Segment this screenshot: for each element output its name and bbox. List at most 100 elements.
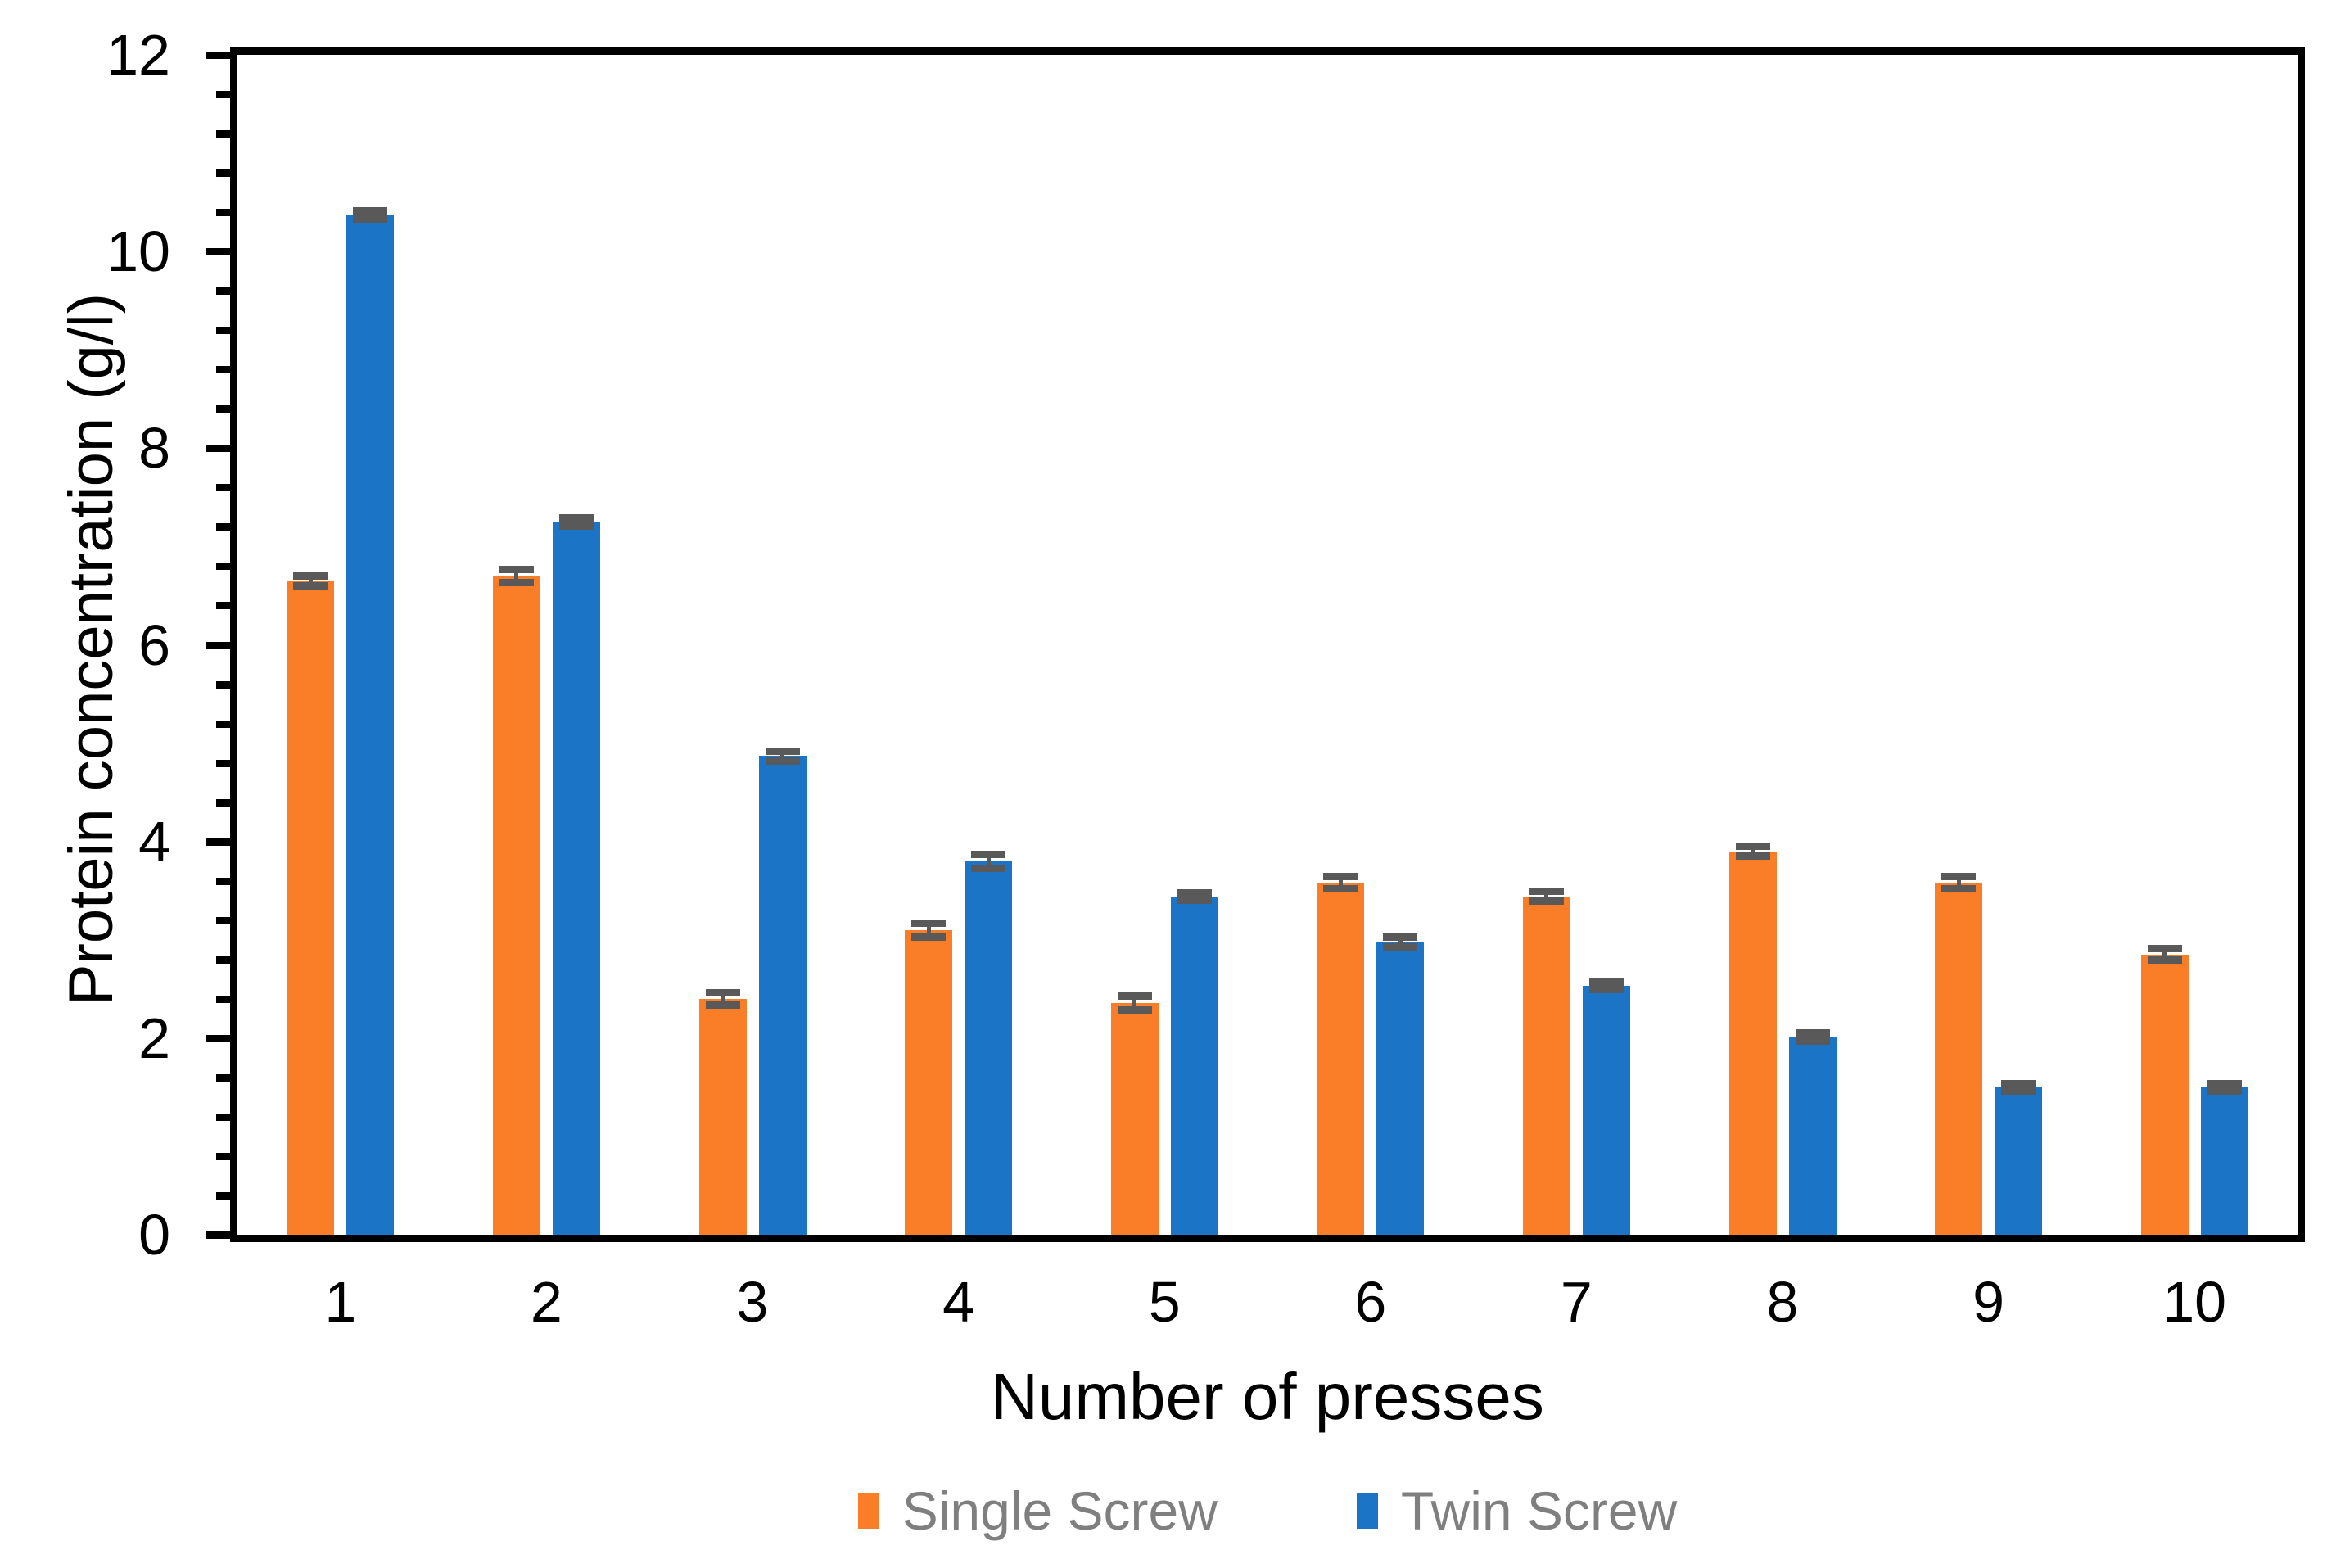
bar-single-screw-press-7	[1522, 896, 1570, 1235]
bar-twin-screw-press-7	[1582, 986, 1630, 1235]
error-bar-whisker	[368, 210, 373, 219]
y-minor-tick	[216, 1191, 230, 1200]
x-tick-label: 1	[324, 1270, 357, 1334]
y-minor-tick	[216, 287, 230, 296]
error-bar-cap	[1529, 888, 1564, 896]
x-tick-label: 4	[942, 1270, 975, 1334]
y-major-tick	[206, 248, 230, 256]
error-bar-whisker	[1192, 892, 1197, 901]
error-bar-whisker	[1338, 876, 1343, 889]
error-bar-cap	[1383, 942, 1418, 951]
plot-area	[230, 47, 2305, 1242]
y-major-tick	[206, 1034, 230, 1042]
y-tick-label: 12	[106, 23, 170, 87]
error-bar-cap	[705, 1001, 740, 1009]
error-bar-cap	[971, 864, 1006, 872]
error-bar-cap	[2001, 1087, 2036, 1096]
error-bar-cap	[2147, 956, 2182, 965]
error-bar-cap	[1735, 852, 1770, 861]
error-bar-cap	[1588, 978, 1624, 986]
bar-single-screw-press-1	[287, 581, 335, 1235]
error-bar-cap	[293, 572, 328, 580]
error-bar-cap	[1383, 933, 1418, 941]
y-major-tick	[206, 641, 230, 649]
error-bar-whisker	[1956, 876, 1961, 889]
bar-single-screw-press-3	[698, 998, 747, 1235]
y-tick-label: 6	[138, 612, 170, 677]
error-bar-whisker	[1810, 1033, 1814, 1042]
error-bar-whisker	[1132, 996, 1137, 1010]
bar-twin-screw-press-1	[346, 215, 395, 1235]
error-bar-cap	[2147, 945, 2182, 953]
y-minor-tick	[216, 366, 230, 374]
y-minor-tick	[216, 798, 230, 807]
error-bar-cap	[765, 747, 800, 755]
error-bar-whisker	[1544, 891, 1549, 901]
error-bar-cap	[293, 581, 328, 590]
y-minor-tick	[216, 130, 230, 138]
error-bar-cap	[1323, 884, 1358, 892]
error-bar-cap	[1323, 873, 1358, 881]
error-bar-cap	[1117, 1005, 1152, 1014]
x-tick-label: 6	[1354, 1270, 1387, 1334]
error-bar-cap	[499, 565, 534, 573]
y-minor-tick	[216, 523, 230, 531]
legend-swatch-icon	[857, 1493, 879, 1529]
x-tick-label: 3	[736, 1270, 769, 1334]
bar-twin-screw-press-3	[758, 756, 807, 1235]
error-bar-whisker	[2222, 1083, 2227, 1091]
error-bar-cap	[2207, 1079, 2242, 1087]
legend-label: Single Screw	[901, 1480, 1218, 1541]
error-bar-cap	[2207, 1087, 2242, 1096]
bar-single-screw-press-9	[1935, 883, 1983, 1235]
error-bar-whisker	[2162, 948, 2167, 960]
error-bar-cap	[911, 919, 947, 927]
bar-single-screw-press-10	[2140, 954, 2189, 1235]
error-bar-cap	[499, 579, 534, 587]
y-tick-label: 8	[138, 416, 170, 481]
error-bar-cap	[1941, 884, 1977, 892]
y-minor-tick	[216, 484, 230, 492]
legend-item-twin-screw: Twin Screw	[1356, 1484, 1677, 1538]
x-tick-label: 10	[2162, 1270, 2227, 1334]
y-minor-tick	[216, 1152, 230, 1160]
bar-twin-screw-press-10	[2200, 1087, 2248, 1235]
error-bar-cap	[2001, 1079, 2036, 1087]
y-minor-tick	[216, 405, 230, 413]
y-minor-tick	[216, 91, 230, 99]
y-major-tick	[206, 445, 230, 453]
y-tick-label: 4	[138, 809, 170, 874]
bar-twin-screw-press-8	[1788, 1037, 1837, 1235]
y-major-tick	[206, 52, 230, 59]
error-bar-whisker	[308, 576, 313, 586]
y-minor-tick	[216, 720, 230, 728]
x-tick-label: 5	[1148, 1270, 1181, 1334]
x-axis-title: Number of presses	[991, 1360, 1544, 1433]
y-minor-tick	[216, 169, 230, 178]
bar-twin-screw-press-2	[552, 522, 600, 1235]
y-minor-tick	[216, 995, 230, 1003]
error-bar-whisker	[1398, 937, 1403, 947]
y-tick-label: 2	[138, 1005, 170, 1070]
y-tick-label: 0	[138, 1203, 170, 1267]
error-bar-whisker	[574, 517, 579, 526]
bar-twin-screw-press-6	[1376, 942, 1425, 1235]
bar-single-screw-press-8	[1728, 851, 1777, 1235]
y-major-tick	[206, 838, 230, 846]
y-major-tick	[206, 1231, 230, 1239]
x-tick-label: 9	[1972, 1270, 2005, 1334]
error-bar-whisker	[721, 992, 725, 1005]
error-bar-cap	[1735, 843, 1770, 851]
bar-twin-screw-press-4	[965, 861, 1013, 1235]
error-bar-whisker	[1751, 846, 1755, 856]
bar-single-screw-press-5	[1110, 1002, 1159, 1235]
error-bar-cap	[1941, 873, 1977, 881]
error-bar-whisker	[780, 751, 784, 761]
y-minor-tick	[216, 956, 230, 964]
bar-single-screw-press-2	[492, 576, 540, 1235]
x-tick-label: 2	[530, 1270, 563, 1334]
error-bar-cap	[1795, 1029, 1830, 1037]
bar-single-screw-press-6	[1317, 883, 1365, 1235]
x-tick-label: 8	[1766, 1270, 1799, 1334]
